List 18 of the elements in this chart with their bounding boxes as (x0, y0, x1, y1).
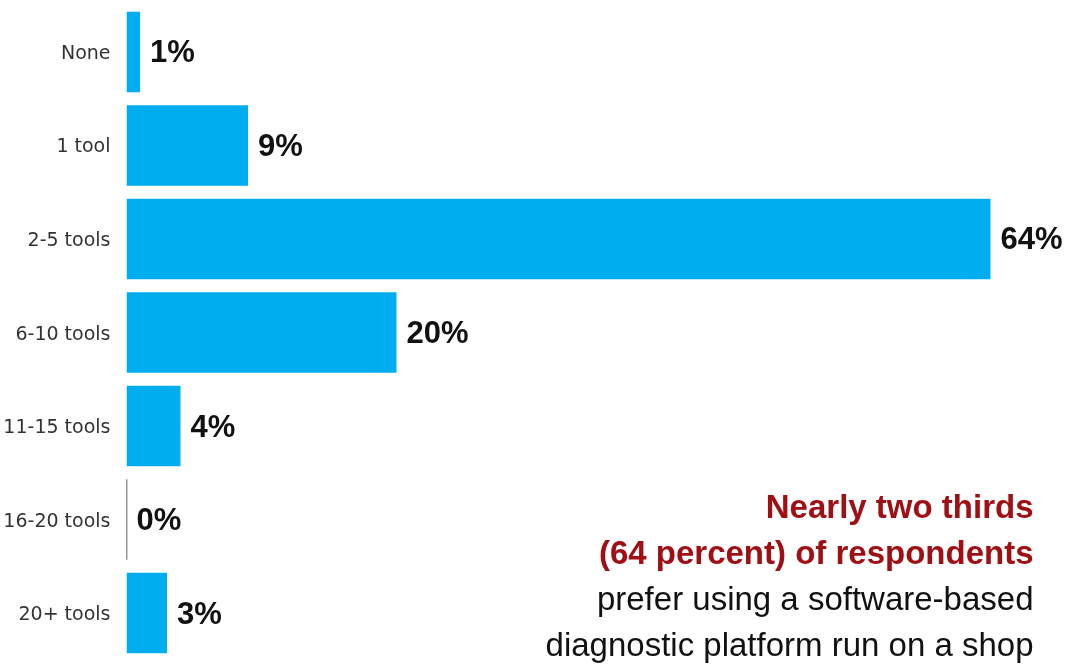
y-tick-label: 11-15 tools (3, 415, 111, 438)
y-tick-label: 2-5 tools (27, 227, 111, 250)
data-label: 0% (136, 502, 182, 538)
y-tick-label: 6-10 tools (15, 321, 111, 344)
data-label: 3% (177, 595, 222, 631)
annotation: (64 percent) of respondents (598, 534, 1034, 571)
data-label: 1% (150, 34, 195, 70)
data-label: 64% (1000, 221, 1063, 257)
y-tick-label: 16-20 tools (3, 508, 111, 531)
annotation: prefer using a software-based (596, 580, 1034, 617)
y-tick-label: 1 tool (56, 134, 111, 157)
y-tick-label: 20+ tools (18, 602, 111, 625)
data-label: 4% (190, 408, 236, 444)
annotation: diagnostic platform run on a shop (545, 626, 1034, 663)
data-label: 9% (257, 127, 303, 163)
data-label: 20% (406, 315, 469, 350)
annotation: Nearly two thirds (765, 488, 1034, 525)
y-tick-label: None (60, 40, 111, 63)
